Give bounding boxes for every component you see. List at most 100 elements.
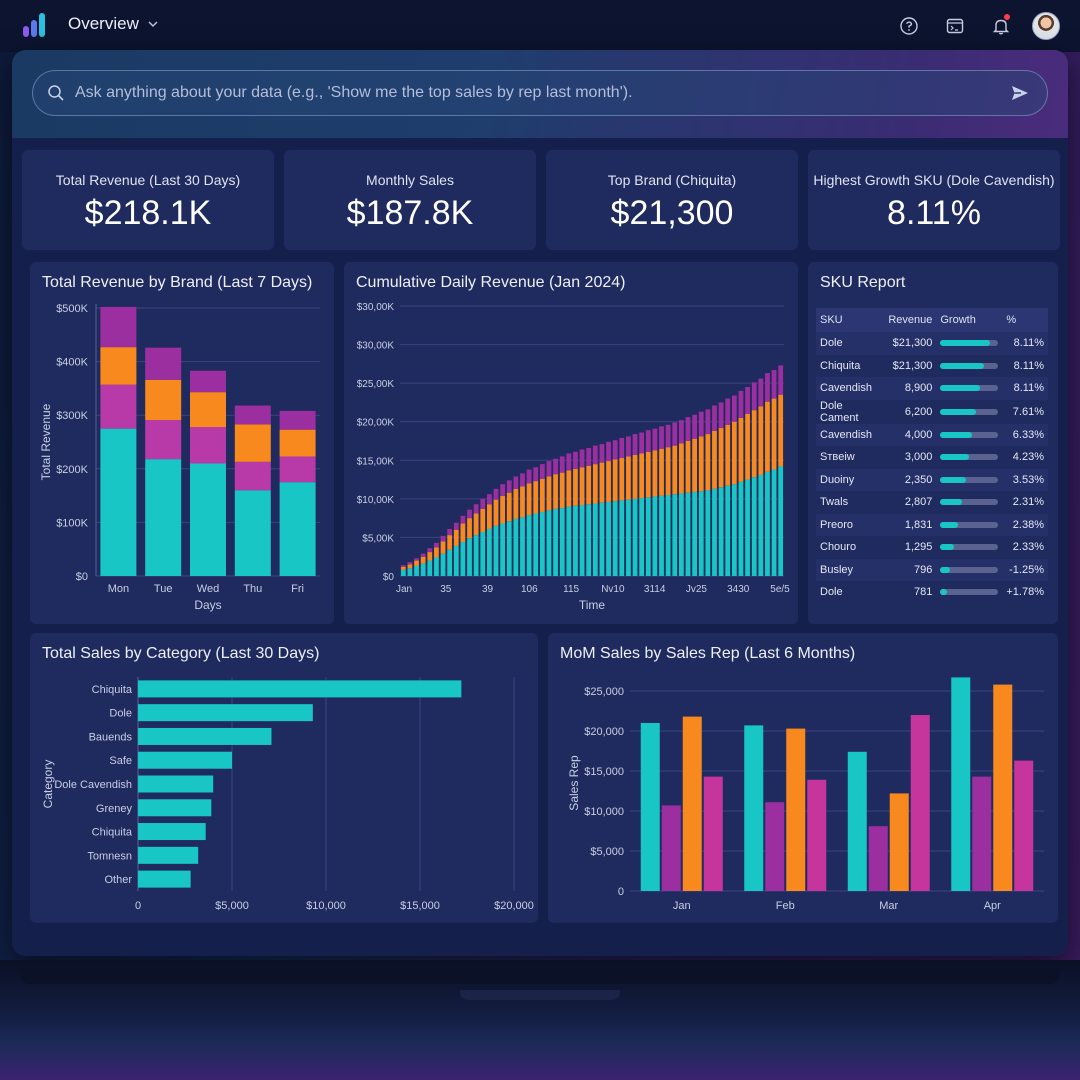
bar-segment bbox=[645, 497, 651, 576]
percent-cell: -1.25% bbox=[1002, 558, 1048, 581]
table-row[interactable]: Chiquita $21,300 8.11% bbox=[816, 354, 1048, 377]
kpi-card-highest-growth-sku[interactable]: Highest Growth SKU (Dole Cavendish) 8.11… bbox=[808, 150, 1060, 250]
bar-segment bbox=[480, 508, 486, 533]
bar-segment bbox=[758, 378, 764, 407]
kpi-card-top-brand[interactable]: Top Brand (Chiquita) $21,300 bbox=[546, 150, 798, 250]
bar-segment bbox=[400, 569, 406, 576]
column-header-percent[interactable]: % bbox=[1002, 308, 1048, 332]
bar-segment bbox=[751, 477, 757, 576]
bar-segment bbox=[100, 428, 137, 576]
bar-segment bbox=[639, 498, 645, 576]
bar-segment bbox=[553, 508, 558, 576]
table-row[interactable]: Chouro 1,295 2.33% bbox=[816, 536, 1048, 559]
bar-segment bbox=[420, 553, 426, 557]
percent-cell: 3.53% bbox=[1002, 468, 1048, 491]
bar bbox=[807, 779, 827, 891]
bar-segment bbox=[520, 473, 525, 487]
bar-segment bbox=[453, 529, 459, 546]
bar-segment bbox=[685, 441, 691, 493]
column-header-sku[interactable]: SKU bbox=[816, 308, 885, 332]
kpi-card-monthly-sales[interactable]: Monthly Sales $187.8K bbox=[284, 150, 536, 250]
kpi-value: $187.8K bbox=[346, 194, 474, 232]
bar-segment bbox=[100, 384, 137, 429]
bar-segment bbox=[480, 532, 486, 576]
bar-segment bbox=[513, 488, 519, 519]
bar-segment bbox=[553, 474, 558, 509]
x-tick-label: Mon bbox=[108, 583, 129, 595]
bar-segment bbox=[526, 515, 532, 576]
bar-segment bbox=[612, 501, 618, 576]
notifications-button[interactable] bbox=[986, 11, 1016, 41]
send-icon[interactable] bbox=[1009, 82, 1031, 104]
avatar[interactable] bbox=[1032, 12, 1060, 40]
growth-cell bbox=[936, 332, 1003, 355]
overview-dropdown[interactable]: Overview bbox=[68, 14, 159, 34]
revenue-cell: $21,300 bbox=[884, 354, 937, 377]
bar-segment bbox=[718, 427, 724, 488]
bar-segment bbox=[672, 445, 678, 495]
table-row[interactable]: Cavendish 4,000 6.33% bbox=[816, 423, 1048, 446]
chevron-down-icon bbox=[148, 21, 158, 28]
table-row[interactable]: Duoiny 2,350 3.53% bbox=[816, 468, 1048, 491]
growth-cell bbox=[936, 377, 1003, 400]
y-tick-label: Tomnesn bbox=[87, 850, 132, 862]
bar bbox=[847, 751, 867, 891]
table-row[interactable]: Busley 796 -1.25% bbox=[816, 558, 1048, 581]
ask-data-input[interactable] bbox=[65, 71, 1009, 115]
column-header-growth[interactable]: Growth bbox=[936, 308, 1003, 332]
y-tick-label: Bauends bbox=[89, 731, 133, 743]
app-logo-icon[interactable] bbox=[22, 12, 50, 38]
column-header-revenue[interactable]: Revenue bbox=[884, 308, 937, 332]
revenue-cell: 8,900 bbox=[884, 377, 937, 400]
growth-cell bbox=[936, 446, 1003, 469]
bar bbox=[786, 728, 806, 891]
y-tick-label: $10,000 bbox=[584, 806, 624, 818]
table-row[interactable]: Dole $21,300 8.11% bbox=[816, 332, 1048, 355]
bell-icon bbox=[992, 19, 1010, 35]
bar-segment bbox=[692, 414, 698, 439]
table-row[interactable]: Cavendish 8,900 8.11% bbox=[816, 377, 1048, 400]
bar-segment bbox=[506, 480, 512, 493]
bar bbox=[138, 823, 206, 841]
bar-segment bbox=[765, 373, 770, 402]
bar-segment bbox=[434, 557, 439, 576]
table-row[interactable]: Twals 2,807 2.31% bbox=[816, 491, 1048, 514]
bar-segment bbox=[526, 469, 532, 484]
table-row[interactable]: Dole Cament 6,200 7.61% bbox=[816, 399, 1048, 424]
x-axis-label: Time bbox=[579, 598, 606, 612]
bar-segment bbox=[599, 444, 605, 463]
help-button[interactable] bbox=[894, 11, 924, 41]
table-row[interactable]: Sтвeiw 3,000 4.23% bbox=[816, 446, 1048, 469]
bar-segment bbox=[652, 496, 658, 576]
dashboard-screen: Total Revenue (Last 30 Days) $218.1K Mon… bbox=[12, 50, 1068, 956]
bar-segment bbox=[467, 518, 472, 539]
growth-bar-fill bbox=[940, 521, 958, 528]
x-tick-label: Jv25 bbox=[686, 584, 708, 595]
bar-segment bbox=[573, 468, 578, 506]
bar-segment bbox=[612, 440, 618, 460]
table-row[interactable]: Preoro 1,831 2.38% bbox=[816, 513, 1048, 536]
growth-bar bbox=[940, 544, 999, 551]
bar-segment bbox=[414, 565, 419, 576]
table-row[interactable]: Dole 781 +1.78% bbox=[816, 581, 1048, 604]
kpi-label: Highest Growth SKU (Dole Cavendish) bbox=[813, 172, 1055, 188]
bar bbox=[682, 716, 702, 891]
bar-segment bbox=[506, 492, 512, 522]
x-tick-label: 0 bbox=[135, 900, 141, 912]
bar-segment bbox=[592, 503, 598, 576]
bar bbox=[138, 775, 214, 793]
help-icon bbox=[900, 17, 918, 35]
y-tick-label: $400K bbox=[56, 357, 88, 369]
y-tick-label: $100K bbox=[56, 517, 88, 529]
kpi-card-total-revenue[interactable]: Total Revenue (Last 30 Days) $218.1K bbox=[22, 150, 274, 250]
bar bbox=[138, 704, 313, 722]
y-axis-label: Sales Rep bbox=[567, 755, 581, 811]
growth-bar-fill bbox=[940, 476, 967, 483]
bar-segment bbox=[440, 541, 446, 554]
bar-segment bbox=[698, 411, 704, 437]
x-tick-label: Tue bbox=[154, 583, 173, 595]
code-console-button[interactable] bbox=[940, 11, 970, 41]
bar-segment bbox=[599, 502, 605, 576]
bar-segment bbox=[486, 504, 492, 529]
y-tick-label: $0 bbox=[383, 572, 395, 583]
